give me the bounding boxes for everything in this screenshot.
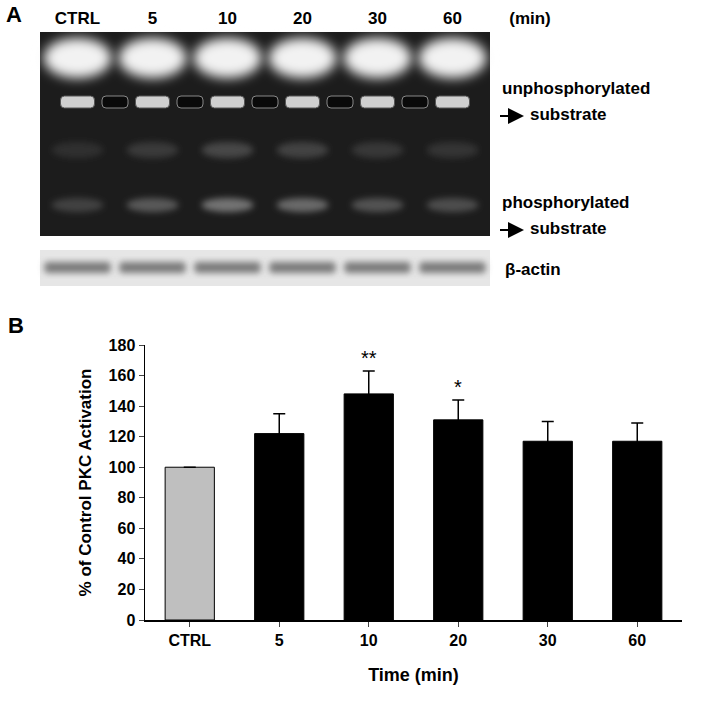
svg-text:β-actin: β-actin [505,260,561,279]
svg-text:140: 140 [109,398,136,415]
svg-text:CTRL: CTRL [55,9,100,28]
svg-text:30: 30 [368,9,387,28]
svg-text:*: * [454,376,462,398]
svg-text:120: 120 [109,428,136,445]
svg-text:CTRL: CTRL [168,632,211,649]
svg-text:60: 60 [628,632,646,649]
svg-text:phosphorylated: phosphorylated [502,193,630,212]
svg-text:A: A [6,2,22,27]
svg-text:(min): (min) [509,9,551,28]
svg-text:60: 60 [443,9,462,28]
svg-text:100: 100 [109,459,136,476]
svg-text:160: 160 [109,367,136,384]
svg-text:20: 20 [449,632,467,649]
svg-text:30: 30 [539,632,557,649]
svg-text:180: 180 [109,337,136,354]
svg-text:10: 10 [218,9,237,28]
svg-text:5: 5 [148,9,157,28]
svg-text:20: 20 [293,9,312,28]
svg-text:Time (min): Time (min) [368,665,459,685]
svg-text:60: 60 [118,520,136,537]
svg-text:B: B [8,313,24,338]
svg-text:20: 20 [118,581,136,598]
svg-text:substrate: substrate [530,105,607,124]
svg-text:10: 10 [360,632,378,649]
svg-text:unphosphorylated: unphosphorylated [502,79,650,98]
svg-text:40: 40 [118,550,136,567]
svg-text:5: 5 [275,632,284,649]
svg-text:% of Control PKC Activation: % of Control PKC Activation [76,369,95,597]
svg-text:substrate: substrate [530,219,607,238]
svg-text:0: 0 [126,612,135,629]
svg-text:**: ** [361,347,377,369]
svg-text:80: 80 [118,489,136,506]
